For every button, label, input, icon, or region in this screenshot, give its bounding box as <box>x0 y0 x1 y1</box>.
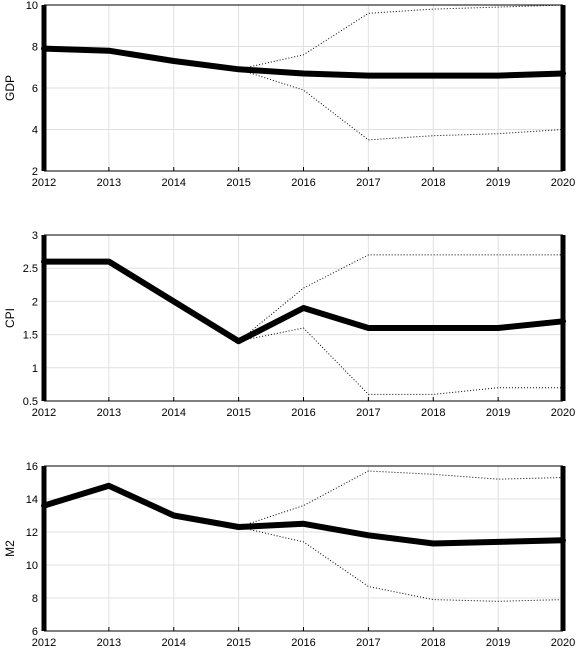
x-tick-label: 2013 <box>97 407 121 419</box>
y-tick-label: 2 <box>32 296 38 308</box>
y-tick-label: 14 <box>26 494 38 506</box>
x-tick-label: 2013 <box>97 177 121 189</box>
panel-cpi: 2012 2013 2014 2015 2016 2017 2018 2019 2020 0.5 1… <box>3 230 575 419</box>
y-tick-label: 12 <box>26 527 38 539</box>
x-tick-label: 2017 <box>356 637 380 649</box>
x-tick-label: 2016 <box>291 177 315 189</box>
x-tick-label: 2015 <box>226 177 250 189</box>
x-tick-label: 2019 <box>486 637 510 649</box>
x-tick-label: 2018 <box>421 177 445 189</box>
y-tick-label: 8 <box>32 42 38 54</box>
panel-m2: 2012 2013 2014 2015 2016 2017 2018 2019 2020 6 8 10… <box>3 461 575 649</box>
x-tick-label: 2020 <box>551 407 575 419</box>
x-tick-label: 2017 <box>356 407 380 419</box>
cpi-forecast-line <box>41 258 566 345</box>
x-tick-label: 2016 <box>291 637 315 649</box>
x-tick-label: 2014 <box>162 407 186 419</box>
m2-forecast-line <box>41 482 566 547</box>
y-tick-label: 8 <box>32 593 38 605</box>
y-axis-label: GDP <box>3 75 17 101</box>
x-tick-label: 2019 <box>486 407 510 419</box>
y-tick-label: 3 <box>32 230 38 242</box>
x-tick-label: 2018 <box>421 407 445 419</box>
gdp-upper-band-line <box>238 4 564 70</box>
x-tick-label: 2020 <box>551 177 575 189</box>
cpi-lower-band-line <box>238 327 563 395</box>
y-tick-label: 6 <box>32 626 38 638</box>
gdp-forecast-line <box>41 45 566 79</box>
x-tick-label: 2014 <box>162 177 186 189</box>
x-tick-label: 2016 <box>291 407 315 419</box>
x-tick-label: 2014 <box>162 637 186 649</box>
y-tick-label: 16 <box>26 461 38 473</box>
y-tick-label: 1.5 <box>23 330 38 342</box>
x-tick-label: 2015 <box>226 637 250 649</box>
x-tick-label: 2018 <box>421 637 445 649</box>
y-tick-label: 4 <box>32 125 38 137</box>
y-tick-label: 10 <box>26 560 38 572</box>
y-axis-label: CPI <box>3 308 17 328</box>
x-tick-label: 2019 <box>486 177 510 189</box>
m2-upper-band-line <box>238 470 564 528</box>
y-tick-label: 1 <box>32 363 38 375</box>
y-tick-label: 2.5 <box>23 263 38 275</box>
x-tick-label: 2020 <box>551 637 575 649</box>
x-tick-label: 2012 <box>32 637 56 649</box>
x-tick-label: 2013 <box>97 637 121 649</box>
x-tick-label: 2017 <box>356 177 380 189</box>
cpi-upper-band-line <box>238 254 563 342</box>
y-tick-label: 6 <box>32 83 38 95</box>
x-tick-label: 2012 <box>32 407 56 419</box>
panel-gdp: 2012 2013 2014 2015 2016 2017 2018 2019 2020 2 4 6 8… <box>3 0 575 189</box>
x-tick-label: 2015 <box>226 407 250 419</box>
y-tick-label: 0.5 <box>23 396 38 408</box>
y-tick-label: 2 <box>32 166 38 178</box>
y-axis-label: M2 <box>3 540 17 557</box>
x-tick-label: 2012 <box>32 177 56 189</box>
y-tick-label: 10 <box>26 0 38 12</box>
